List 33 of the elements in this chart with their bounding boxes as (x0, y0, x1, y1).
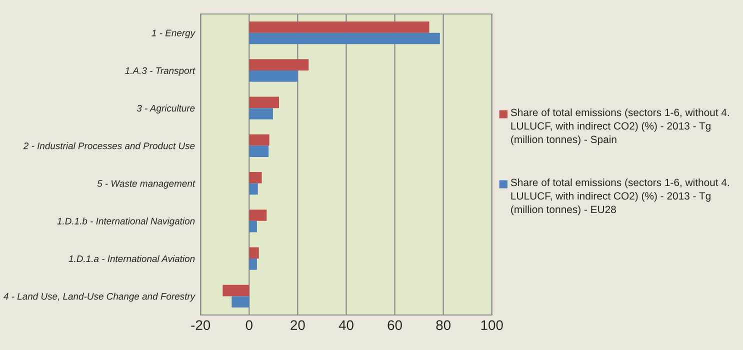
bar (249, 22, 430, 33)
bar (222, 284, 250, 296)
bar (249, 210, 267, 221)
bar (249, 172, 262, 184)
y-tick-label: 1.A.3 - Transport (125, 67, 196, 76)
bar (249, 70, 298, 82)
bar (249, 258, 257, 270)
y-tick-label: 1.D.1.a - International Aviation (68, 255, 195, 262)
legend-label: Share of total emissions (sectors 1-6, without 4. LULUCF, with indirect CO2) (%) - 2013 - Tg (million tonnes) - EU28 (510, 178, 729, 216)
bar (249, 96, 280, 108)
x-tick-label: 40 (338, 320, 354, 330)
y-tick-label: 1 - Energy (152, 30, 196, 38)
bar (249, 108, 273, 120)
y-tick-label: 2 - Industrial Processes and Product Use (23, 142, 195, 150)
bar (249, 146, 269, 157)
bar (249, 247, 259, 259)
y-tick-label: 4 - Land Use, Land-Use Change and Forestry (4, 292, 196, 302)
x-tick-label: 20 (290, 320, 305, 330)
y-tick-label: 3 - Agriculture (136, 104, 195, 114)
y-tick-label: 5 - Waste management (97, 180, 196, 189)
y-tick-label: 1.D.1.b - International Navigation (57, 218, 195, 226)
bar (249, 134, 270, 146)
legend-label: Share of total emissions (sectors 1-6, without 4. LULUCF, with indirect CO2) (%) - 2013 - Tg (million tonnes) - Spain (510, 108, 729, 146)
bar (249, 59, 309, 70)
x-tick-label: 100 (481, 320, 503, 330)
x-tick-label: 60 (388, 320, 402, 330)
bar (249, 220, 257, 232)
x-tick-label: 80 (436, 320, 451, 330)
x-tick-label: 0 (246, 320, 252, 330)
bar (232, 296, 250, 308)
x-tick-label: -20 (191, 320, 210, 330)
bar (249, 183, 258, 195)
bar (249, 32, 440, 44)
